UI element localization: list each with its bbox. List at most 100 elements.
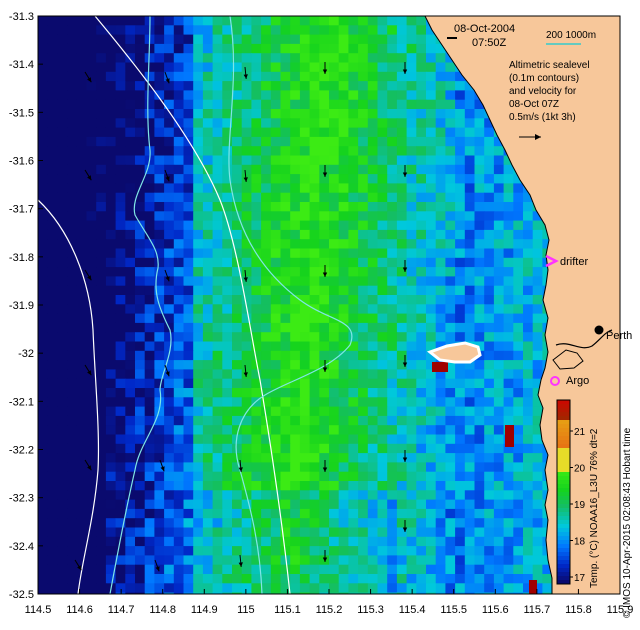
x-axis: 114.5 114.6 114.7 114.8 114.9 115 115.1 115.2 11… [25, 589, 634, 616]
time-label: 07:50Z [472, 37, 507, 49]
argo-marker [550, 376, 560, 386]
velocity-arrow-head [402, 457, 408, 462]
colorbar-step [557, 492, 570, 497]
y-tick-label: -31.6 [9, 156, 34, 168]
y-axis: -31.3 -31.4 -31.5 -31.6 -31.7 -31.8 -31.9 -32 -3… [9, 11, 43, 601]
colorbar-step [557, 428, 570, 433]
velocity-arrow-head [243, 177, 248, 182]
velocity-arrow-head [322, 467, 328, 472]
y-tick-label: -31.5 [9, 107, 34, 119]
colorbar: 17 18 19 20 21 [556, 399, 586, 585]
colorbar-label: Temp. (°C) NOAA16_L3U 76% dt=2 [589, 428, 600, 588]
colorbar-step [557, 580, 570, 585]
colorbar-step [557, 536, 570, 541]
colorbar-step [557, 496, 570, 501]
velocity-arrow-head [87, 77, 92, 83]
x-tick-label: 114.9 [191, 604, 218, 616]
velocity-arrow-head [238, 562, 243, 567]
legend-line-1: Altimetric sealevel [509, 60, 590, 71]
date-label: 08-Oct-2004 [454, 23, 515, 35]
legend-line-2: (0.1m contours) [509, 73, 579, 84]
colorbar-step [557, 544, 570, 549]
velocity-arrow-head [87, 465, 92, 471]
perth-marker [594, 325, 604, 335]
y-tick-label: -32.4 [9, 541, 34, 553]
x-tick-label: 115.2 [316, 604, 343, 616]
legend-line-4: 08-Oct 07Z [509, 99, 559, 110]
colorbar-step [557, 420, 570, 425]
warm-patch [432, 362, 448, 372]
isobath [109, 16, 172, 594]
colorbar-step [557, 464, 570, 469]
colorbar-step [557, 436, 570, 441]
x-tick-label: 114.7 [108, 604, 135, 616]
colorbar-step [557, 400, 570, 405]
colorbar-step [557, 452, 570, 457]
colorbar-step [557, 576, 570, 581]
colorbar-step [557, 540, 570, 545]
velocity-arrow-head [243, 372, 248, 377]
colorbar-step [557, 568, 570, 573]
velocity-arrow-head [165, 371, 170, 377]
velocity-arrow-head [243, 74, 248, 79]
velocity-arrow-head [155, 566, 160, 572]
credit-label: © IMOS 10-Apr-2015 02:08:43 Hobart time [622, 427, 633, 618]
colorbar-tick-label: 21 [574, 427, 586, 438]
y-tick-label: -32 [18, 348, 34, 360]
velocity-arrow-head [87, 175, 92, 181]
colorbar-step [557, 516, 570, 521]
x-tick-label: 115.5 [440, 604, 467, 616]
colorbar-step [557, 532, 570, 537]
drifter-label: drifter [560, 256, 588, 268]
colorbar-step [557, 440, 570, 445]
colorbar-step [557, 476, 570, 481]
velocity-arrows [74, 62, 408, 572]
colorbar-step [557, 528, 570, 533]
x-tick-label: 114.6 [66, 604, 93, 616]
isobath [228, 16, 353, 594]
velocity-arrow-head [322, 367, 328, 372]
colorbar-step [557, 548, 570, 553]
argo-label: Argo [566, 375, 589, 387]
colorbar-step [557, 504, 570, 509]
colorbar-gradient [557, 400, 570, 585]
y-tick-label: -31.4 [9, 59, 34, 71]
legend-arrow-head [535, 134, 541, 140]
y-tick-label: -31.7 [9, 204, 34, 216]
scale-label: 200 1000m [546, 30, 596, 41]
y-tick-label: -32.1 [9, 396, 34, 408]
sealevel-contour [38, 199, 100, 594]
velocity-arrow-head [322, 557, 328, 562]
colorbar-step [557, 448, 570, 453]
colorbar-step [557, 500, 570, 505]
colorbar-step [557, 468, 570, 473]
y-tick-label: -32.3 [9, 493, 34, 505]
y-tick-label: -32.5 [9, 589, 34, 601]
land [424, 16, 620, 594]
colorbar-frame [556, 399, 571, 585]
y-tick-label: -31.8 [9, 252, 34, 264]
sealevel-contours [38, 16, 353, 594]
estuary-river [555, 329, 613, 349]
velocity-arrow-head [402, 267, 408, 272]
velocity-arrow-head [160, 466, 165, 472]
colorbar-ticks: 17 18 19 20 21 [570, 427, 586, 584]
sealevel-contour [94, 16, 291, 594]
colorbar-step [557, 408, 570, 413]
velocity-arrow-head [402, 527, 408, 532]
velocity-legend: Altimetric sealevel (0.1m contours) and … [509, 60, 590, 140]
legend-line-5: 0.5m/s (1kt 3h) [509, 112, 576, 123]
x-tick-label: 115.9 [607, 604, 634, 616]
colorbar-step [557, 520, 570, 525]
colorbar-step [557, 432, 570, 437]
velocity-arrow-head [238, 467, 243, 472]
colorbar-tick-label: 19 [574, 500, 586, 511]
colorbar-step [557, 560, 570, 565]
velocity-arrow-head [402, 362, 408, 367]
colorbar-step [557, 412, 570, 417]
velocity-arrow-head [165, 176, 170, 182]
legend-line-3: and velocity for [509, 86, 577, 97]
warm-patch [505, 425, 514, 447]
rottnest-island [426, 341, 482, 364]
